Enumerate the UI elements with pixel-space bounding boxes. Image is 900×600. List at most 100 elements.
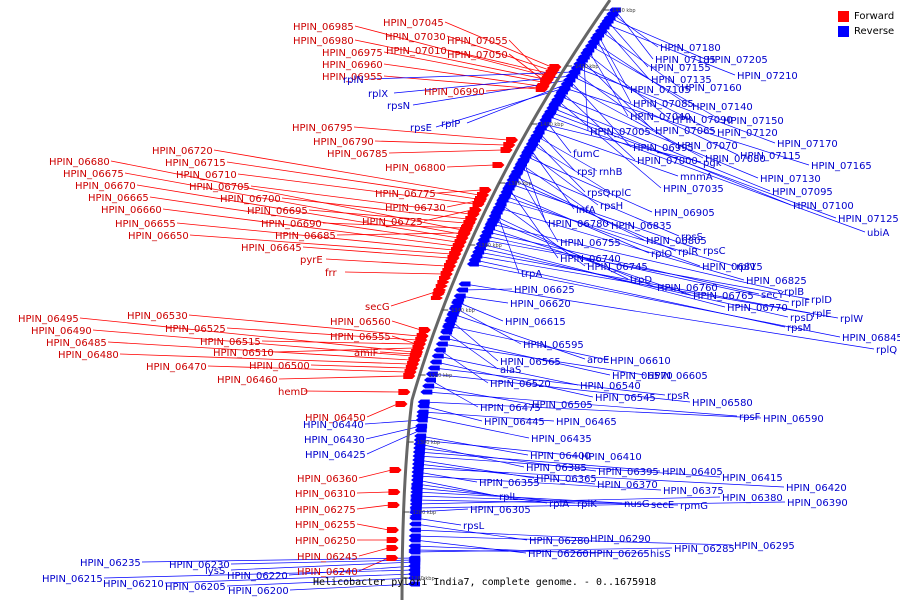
reverse-gene bbox=[481, 229, 494, 235]
reverse-gene-label: rplD bbox=[811, 295, 832, 306]
reverse-gene-label: HPIN_06605 bbox=[647, 371, 708, 382]
scale-label: 1320 kbp bbox=[429, 373, 453, 379]
leader-line bbox=[472, 263, 841, 338]
reverse-gene bbox=[409, 499, 422, 503]
reverse-gene-label: HPIN_06770 bbox=[727, 303, 788, 314]
leader-line bbox=[448, 325, 609, 361]
leader-line bbox=[476, 255, 839, 319]
leader-line bbox=[365, 425, 422, 440]
reverse-gene bbox=[450, 301, 463, 305]
forward-gene-label: HPIN_06775 bbox=[375, 189, 436, 200]
leader-line bbox=[162, 208, 455, 247]
reverse-gene-label: HPIN_07120 bbox=[717, 128, 778, 139]
scale-label: 1280 kbp bbox=[413, 510, 437, 516]
leader-line bbox=[483, 239, 810, 300]
reverse-gene bbox=[408, 527, 421, 533]
reverse-gene-label: rpmG bbox=[680, 501, 708, 512]
forward-gene bbox=[447, 256, 460, 260]
forward-gene-label: HPIN_06785 bbox=[327, 149, 388, 160]
leader-line bbox=[479, 247, 789, 318]
forward-gene bbox=[437, 280, 450, 284]
leader-line bbox=[414, 549, 649, 554]
reverse-gene bbox=[475, 241, 488, 247]
reverse-gene-label: HPIN_06285 bbox=[674, 544, 735, 555]
reverse-gene bbox=[408, 575, 421, 581]
forward-gene bbox=[461, 224, 474, 228]
reverse-gene-label: rpsN bbox=[387, 101, 410, 112]
leader-line bbox=[354, 25, 546, 77]
leader-line bbox=[487, 231, 760, 295]
reverse-gene bbox=[410, 490, 423, 494]
genome-caption: Helicobacter pylori India7, complete gen… bbox=[313, 577, 657, 588]
leader-line bbox=[439, 349, 489, 384]
leader-line bbox=[443, 337, 611, 376]
forward-gene-label: HPIN_06795 bbox=[292, 123, 353, 134]
leader-line bbox=[600, 30, 680, 88]
reverse-gene bbox=[606, 11, 619, 17]
reverse-gene-label: HPIN_06215 bbox=[42, 574, 103, 585]
reverse-gene-label: HPIN_06405 bbox=[662, 467, 723, 478]
reverse-gene bbox=[447, 310, 460, 314]
reverse-gene-label: HPIN_06260 bbox=[528, 549, 589, 560]
leader-line bbox=[416, 495, 650, 505]
scale-label: 1400 kbp bbox=[540, 122, 564, 128]
forward-gene bbox=[418, 327, 431, 333]
leader-line bbox=[597, 34, 629, 90]
forward-gene-label: HPIN_06690 bbox=[261, 219, 322, 230]
reverse-swatch bbox=[838, 26, 849, 37]
leader-line bbox=[383, 51, 543, 83]
forward-gene bbox=[500, 147, 513, 153]
leader-line bbox=[391, 320, 421, 331]
leader-line bbox=[383, 75, 538, 90]
forward-gene-label: HPIN_06685 bbox=[275, 231, 336, 242]
forward-gene-label: HPIN_06985 bbox=[293, 22, 354, 33]
reverse-gene-label: HPIN_07080 bbox=[705, 154, 766, 165]
scale-ticks: 1440 kbp 1420 kbp 1400 kbp 1380 kbp 1360 kbp… bbox=[402, 8, 636, 582]
reverse-gene-label: HPIN_06740 bbox=[560, 254, 621, 265]
reverse-gene-label: HPIN_07005 bbox=[590, 127, 651, 138]
reverse-gene-label: HPIN_07085 bbox=[633, 99, 694, 110]
forward-gene bbox=[440, 272, 453, 276]
reverse-gene-label: HPIN_06475 bbox=[480, 403, 541, 414]
scale-label: 1260 kbp bbox=[411, 576, 435, 582]
forward-gene-label: secG bbox=[365, 302, 390, 313]
forward-gene-label: HPIN_06800 bbox=[385, 163, 446, 174]
leader-line bbox=[504, 195, 701, 267]
forward-gene-label: HPIN_06980 bbox=[293, 36, 354, 47]
leader-line bbox=[488, 227, 692, 296]
reverse-gene-label: rpsJ bbox=[577, 167, 596, 178]
leader-line bbox=[518, 167, 680, 237]
reverse-gene bbox=[485, 220, 498, 224]
leader-line bbox=[379, 351, 413, 355]
reverse-gene-label: fumC bbox=[573, 149, 600, 160]
leader-line bbox=[554, 103, 771, 192]
forward-gene-label: HPIN_06650 bbox=[128, 231, 189, 242]
reverse-gene-label: HPIN_06430 bbox=[304, 435, 365, 446]
reverse-gene-label: HPIN_06220 bbox=[227, 571, 288, 582]
reverse-gene bbox=[410, 496, 423, 500]
leader-line bbox=[431, 373, 691, 403]
forward-gene-label: HPIN_06790 bbox=[313, 137, 374, 148]
leader-line bbox=[452, 313, 586, 360]
leader-line bbox=[417, 467, 785, 488]
reverse-gene bbox=[493, 205, 506, 209]
reverse-gene bbox=[544, 109, 557, 113]
reverse-gene-label: HPIN_06415 bbox=[722, 473, 783, 484]
forward-gene-label: HPIN_06680 bbox=[49, 157, 110, 168]
reverse-gene-label: HPIN_06590 bbox=[763, 414, 824, 425]
forward-gene-label: HPIN_06705 bbox=[189, 182, 250, 193]
reverse-gene-label: HPIN_06375 bbox=[663, 486, 724, 497]
leader-line bbox=[464, 283, 875, 350]
reverse-gene-label: rplO bbox=[651, 249, 672, 260]
leader-line bbox=[587, 49, 629, 117]
reverse-gene bbox=[445, 316, 458, 320]
leader-line bbox=[522, 159, 547, 224]
forward-gene-label: HPIN_06675 bbox=[63, 169, 124, 180]
reverse-gene bbox=[415, 417, 428, 423]
reverse-gene bbox=[529, 136, 542, 140]
forward-gene bbox=[442, 268, 455, 272]
reverse-gene bbox=[417, 403, 430, 409]
reverse-gene-label: secY bbox=[761, 290, 785, 301]
leader-line bbox=[110, 160, 463, 231]
reverse-gene bbox=[565, 73, 578, 79]
